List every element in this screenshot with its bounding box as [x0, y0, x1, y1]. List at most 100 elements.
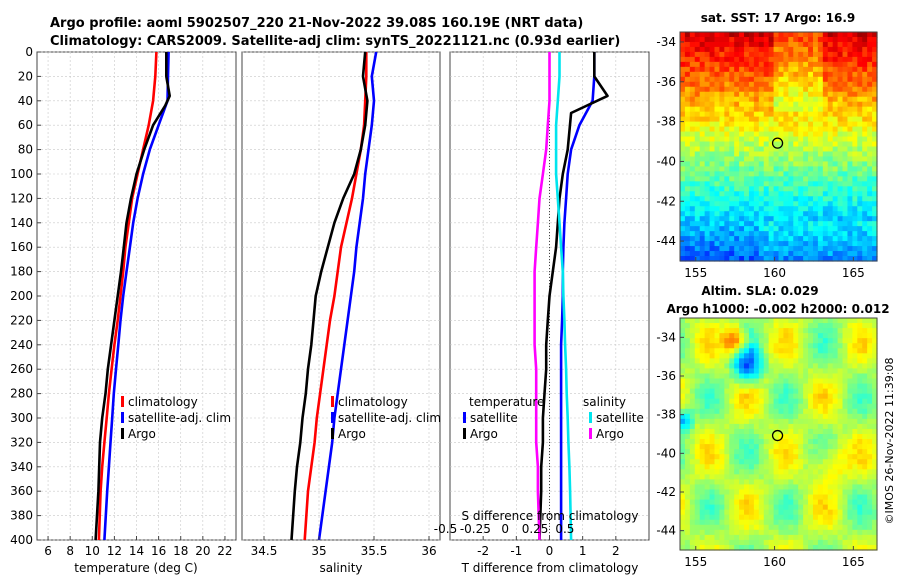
map-cell: [768, 166, 775, 172]
map-cell: [680, 418, 686, 425]
map-cell: [808, 408, 814, 415]
map-cell: [714, 161, 720, 168]
map-cell: [753, 444, 760, 450]
map-cell: [699, 489, 706, 496]
map-cell: [822, 413, 829, 420]
map-cell: [699, 191, 706, 197]
map-cell: [768, 126, 775, 133]
map-cell: [773, 539, 780, 546]
map-cell: [812, 434, 819, 440]
map-cell: [788, 534, 794, 541]
map-cell: [753, 71, 760, 78]
map-cell: [763, 106, 770, 113]
map-cell: [748, 348, 755, 354]
map-cell: [704, 136, 711, 143]
map-cell: [748, 106, 755, 113]
map-cell: [803, 251, 809, 257]
map-cell: [704, 484, 711, 491]
map-cell: [763, 226, 770, 232]
map-cell: [758, 393, 765, 400]
map-cell: [872, 544, 878, 551]
map-cell: [837, 32, 844, 38]
map-cell: [842, 449, 849, 455]
map-cell: [862, 46, 868, 53]
map-cell: [832, 338, 839, 344]
map-cell: [812, 96, 819, 103]
map-cell: [812, 439, 819, 445]
map-cell: [832, 251, 839, 257]
map-cell: [680, 32, 686, 38]
map-cell: [768, 41, 775, 48]
map-cell: [773, 251, 780, 257]
map-cell: [872, 71, 878, 78]
map-cell: [734, 494, 740, 501]
map-cell: [684, 464, 691, 470]
map-cell: [803, 121, 809, 128]
map-cell: [758, 479, 765, 486]
map-cell: [862, 101, 868, 108]
map-cell: [788, 348, 794, 354]
map-cell: [694, 529, 701, 536]
map-cell: [783, 544, 789, 551]
map-cell: [812, 141, 819, 148]
map-cell: [847, 61, 853, 68]
map-cell: [684, 474, 691, 480]
map-cell: [680, 318, 686, 324]
map-cell: [857, 444, 863, 450]
map-cell: [837, 201, 844, 207]
map-cell: [862, 479, 868, 486]
map-cell: [714, 46, 720, 53]
map-cell: [689, 333, 696, 339]
map-cell: [714, 403, 720, 410]
map-cell: [827, 489, 834, 496]
map-cell: [699, 91, 706, 98]
map-cell: [734, 106, 740, 113]
map-cell: [744, 236, 750, 242]
map-cell: [684, 246, 691, 252]
map-cell: [739, 71, 745, 78]
legend-swatch-satellite-adj-clim: [121, 412, 124, 423]
map-cell: [714, 91, 720, 98]
map-cell: [798, 91, 804, 98]
map-x-tick-label: 160: [763, 555, 786, 569]
map-cell: [748, 71, 755, 78]
map-cell: [862, 176, 868, 182]
sla-map-frame: [679, 317, 878, 551]
map-cell: [862, 368, 868, 375]
map-cell: [753, 141, 760, 148]
map-cell: [734, 328, 740, 334]
map-cell: [709, 534, 716, 541]
map-cell: [689, 459, 696, 465]
map-cell: [729, 161, 735, 168]
map-cell: [768, 156, 775, 163]
map-cell: [709, 479, 716, 486]
map-cell: [808, 464, 814, 470]
map-cell: [872, 236, 878, 242]
map-cell: [867, 246, 873, 252]
top-tick-label: 0.25: [522, 522, 549, 536]
map-cell: [842, 136, 849, 143]
map-cell: [704, 464, 711, 470]
map-cell: [837, 216, 844, 222]
map-cell: [689, 534, 696, 541]
map-cell: [704, 358, 711, 364]
map-cell: [768, 403, 775, 410]
map-cell: [842, 36, 849, 43]
map-cell: [842, 86, 849, 93]
map-cell: [822, 393, 829, 400]
map-cell: [768, 66, 775, 73]
map-cell: [842, 514, 849, 521]
map-cell: [788, 383, 794, 390]
map-cell: [719, 56, 725, 63]
map-cell: [719, 469, 725, 475]
map-cell: [684, 353, 691, 359]
map-cell: [763, 191, 770, 197]
map-cell: [744, 454, 750, 460]
map-cell: [748, 221, 755, 227]
map-cell: [684, 343, 691, 349]
map-cell: [857, 343, 863, 349]
map-cell: [798, 428, 804, 435]
map-cell: [827, 378, 834, 385]
map-cell: [822, 46, 829, 53]
map-cell: [798, 216, 804, 222]
